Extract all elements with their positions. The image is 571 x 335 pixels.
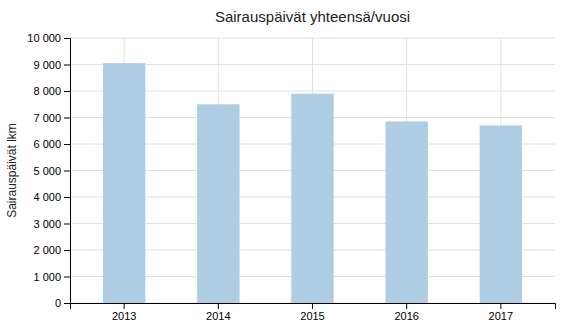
tick-mark bbox=[218, 303, 219, 309]
tick-label: 4 000 bbox=[33, 191, 61, 203]
tick: 3 000 bbox=[33, 218, 70, 230]
tick: 1 000 bbox=[33, 271, 70, 283]
tick: 8 000 bbox=[33, 85, 70, 97]
tick: 6 000 bbox=[33, 138, 70, 150]
y-axis: 0 1 000 2 000 3 000 4 000 5 000 6 000 7 000 8 00… bbox=[27, 32, 70, 309]
tick: 0 bbox=[55, 297, 70, 309]
tick-mark bbox=[500, 303, 501, 309]
tick-mark bbox=[64, 118, 70, 119]
tick: 10 000 bbox=[27, 32, 70, 44]
tick-mark bbox=[64, 197, 70, 198]
bar bbox=[480, 125, 522, 303]
tick-label: 2013 bbox=[112, 310, 136, 322]
tick-mark bbox=[312, 303, 313, 309]
plot: 0 1 000 2 000 3 000 4 000 5 000 6 000 7 000 8 00… bbox=[27, 32, 555, 322]
bar bbox=[197, 104, 239, 303]
bar bbox=[291, 94, 333, 303]
tick-mark bbox=[64, 277, 70, 278]
tick: 2017 bbox=[489, 303, 513, 322]
title: Sairauspäivät yhteensä/vuosi bbox=[215, 8, 410, 25]
tick: 5 000 bbox=[33, 165, 70, 177]
tick-label: 0 bbox=[55, 297, 61, 309]
tick: 7 000 bbox=[33, 112, 70, 124]
tick-label: 8 000 bbox=[33, 85, 61, 97]
tick-label: 7 000 bbox=[33, 112, 61, 124]
tick: 2 000 bbox=[33, 244, 70, 256]
tick-label: 2 000 bbox=[33, 244, 61, 256]
tick-mark bbox=[64, 224, 70, 225]
tick: 9 000 bbox=[33, 59, 70, 71]
bars bbox=[103, 63, 522, 303]
tick-mark bbox=[64, 250, 70, 251]
tick: 4 000 bbox=[33, 191, 70, 203]
tick-label: 2014 bbox=[206, 310, 230, 322]
bar bbox=[103, 63, 145, 303]
tick-label: 3 000 bbox=[33, 218, 61, 230]
tick-label: 5 000 bbox=[33, 165, 61, 177]
tick-mark bbox=[406, 303, 407, 309]
tick-mark bbox=[124, 303, 125, 309]
tick: 2014 bbox=[206, 303, 230, 322]
tick-label: 2015 bbox=[300, 310, 324, 322]
axis-title: Sairauspäivät lkm bbox=[5, 123, 19, 218]
tick-label: 2016 bbox=[394, 310, 418, 322]
tick-label: 2017 bbox=[489, 310, 513, 322]
tick: 2016 bbox=[394, 303, 418, 322]
bar bbox=[385, 121, 427, 303]
tick-label: 6 000 bbox=[33, 138, 61, 150]
tick-label: 10 000 bbox=[27, 32, 61, 44]
tick-mark bbox=[64, 303, 70, 304]
tick-mark bbox=[64, 144, 70, 145]
axis-line bbox=[64, 39, 71, 304]
tick-mark bbox=[64, 38, 70, 39]
tick-mark bbox=[64, 171, 70, 172]
tick: 2015 bbox=[300, 303, 324, 322]
x-axis: 2013 2014 2015 2016 2017 bbox=[71, 303, 556, 322]
tick-mark bbox=[64, 91, 70, 92]
tick-label: 9 000 bbox=[33, 59, 61, 71]
axis-line bbox=[71, 304, 556, 310]
chart: 0 1 000 2 000 3 000 4 000 5 000 6 000 7 000 8 00… bbox=[0, 0, 571, 335]
tick: 2013 bbox=[112, 303, 136, 322]
tick-mark bbox=[64, 65, 70, 66]
grid bbox=[70, 38, 555, 303]
tick-label: 1 000 bbox=[33, 271, 61, 283]
